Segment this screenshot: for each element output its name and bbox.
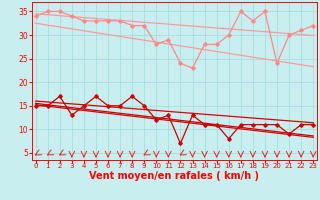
X-axis label: Vent moyen/en rafales ( km/h ): Vent moyen/en rafales ( km/h )	[89, 171, 260, 181]
